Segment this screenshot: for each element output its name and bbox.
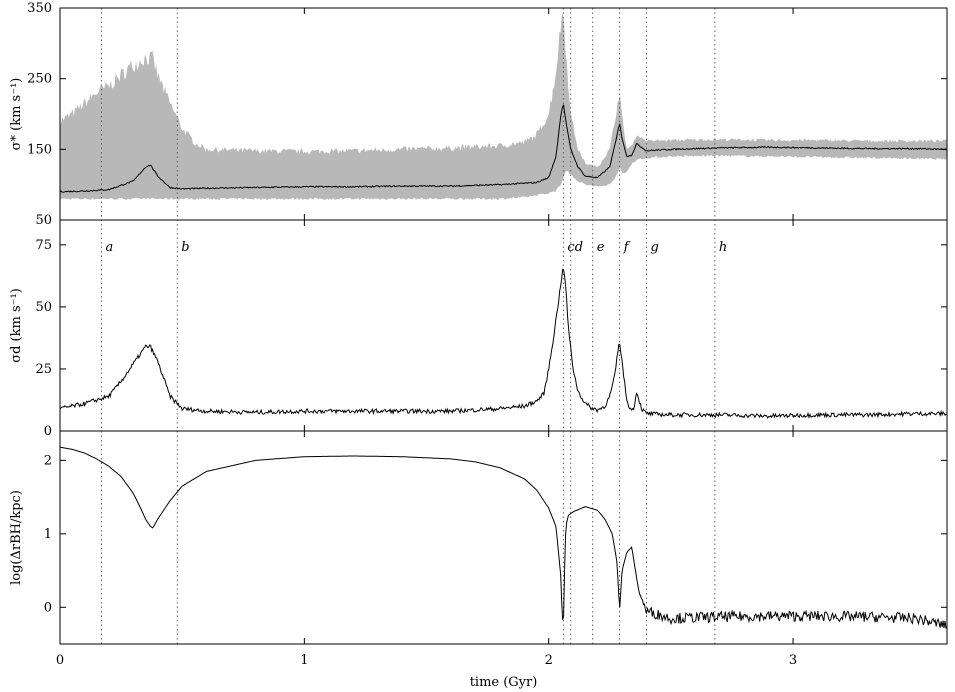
labels-layer: 50 150 250 350 σ* (km s⁻¹) 0 25 50 75 σd (km s⁻¹)…	[9, 1, 797, 690]
event-label-g: g	[650, 240, 658, 255]
sigma_star-series-line	[59, 103, 948, 193]
xtick-label: 1	[300, 653, 308, 668]
sigma_star-ytick-label: 150	[27, 142, 52, 157]
delta_r_bh-ylabel: log(ΔrBH/kpc)	[9, 490, 24, 585]
panel-frames-layer	[59, 7, 948, 645]
dispersion-band-layer	[60, 14, 947, 200]
sigma_d-series-line	[59, 268, 948, 419]
sigma_d-ytick-label: 25	[35, 362, 52, 377]
series-layer	[59, 103, 948, 629]
event-label-a: a	[106, 240, 114, 255]
xtick-label: 2	[545, 653, 553, 668]
sigma_d-ytick-label: 75	[35, 238, 52, 253]
xtick-label: 3	[789, 653, 797, 668]
sigma_star-ytick-label: 250	[27, 72, 52, 87]
sigma_star-ylabel: σ* (km s⁻¹)	[9, 78, 24, 151]
delta_r_bh-ytick-label: 0	[44, 600, 52, 615]
event-label-c: c	[567, 240, 575, 255]
sigma_d-ylabel: σd (km s⁻¹)	[9, 288, 24, 363]
event-lines-layer	[101, 8, 716, 644]
delta_r_bh-ytick-label: 1	[44, 527, 52, 542]
sigma_d-ytick-label: 0	[44, 424, 52, 439]
xtick-label: 0	[56, 653, 64, 668]
ticks-layer	[59, 7, 947, 644]
event-label-d: d	[575, 240, 583, 255]
delta_r_bh-ytick-label: 2	[44, 453, 52, 468]
delta_r_bh-panel-frame	[59, 430, 948, 645]
event-label-f: f	[623, 240, 631, 255]
x-axis-label: time (Gyr)	[470, 675, 538, 690]
event-label-h: h	[719, 240, 727, 255]
event-label-b: b	[181, 240, 189, 255]
sigma_star-ytick-label: 350	[27, 1, 52, 16]
sigma-star-band	[60, 14, 947, 200]
sigma_star-ytick-label: 50	[35, 213, 52, 228]
sigma_d-panel-frame	[59, 219, 948, 432]
event-label-e: e	[597, 240, 605, 255]
delta_r_bh-series-line	[59, 446, 948, 629]
sigma_d-ytick-label: 50	[35, 300, 52, 315]
